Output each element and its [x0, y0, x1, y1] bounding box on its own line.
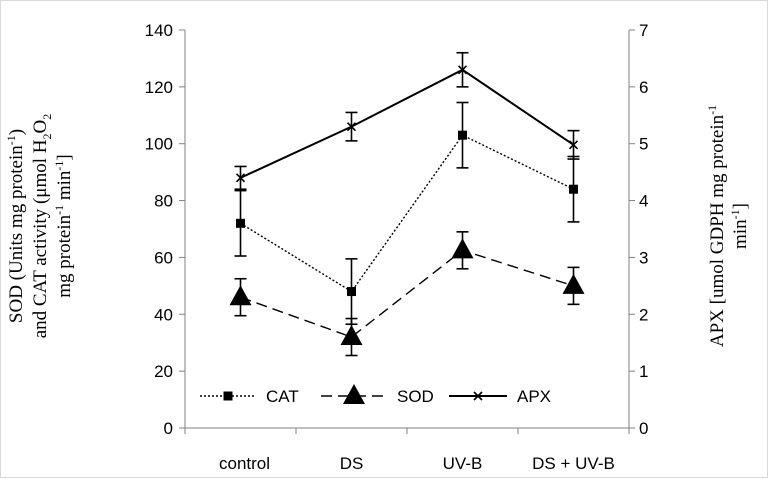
left-tick-label: 120 [145, 78, 173, 97]
legend-marker-sod [343, 384, 365, 404]
legend-label-sod: SOD [397, 387, 434, 406]
series-line-apx [240, 68, 575, 179]
point-apx [457, 65, 468, 75]
left-tick-label: 60 [154, 248, 173, 267]
legend-marker-apx [473, 391, 483, 401]
left-axis-title-line1: SOD (Units mg protein-1) [4, 129, 27, 323]
point-sod [451, 238, 474, 259]
legend: CAT SOD APX [196, 381, 605, 411]
right-tick-label: 4 [639, 192, 648, 211]
point-cat [569, 184, 578, 194]
point-apx [568, 140, 579, 150]
left-tick-label: 100 [145, 135, 173, 154]
series-layer [229, 51, 585, 357]
point-apx [235, 173, 246, 183]
right-tick-label: 6 [639, 78, 648, 97]
left-tick-label: 80 [154, 192, 173, 211]
left-tick-label: 20 [154, 362, 173, 381]
series-sod [229, 231, 585, 357]
right-tick-label: 2 [639, 305, 648, 324]
legend-label-cat: CAT [266, 387, 299, 406]
legend-marker-cat [223, 391, 233, 401]
right-axis-title-line2: min-1] [728, 203, 751, 249]
legend-background [196, 381, 605, 411]
right-tick-label: 1 [639, 362, 648, 381]
point-cat [458, 130, 467, 140]
series-line-sod [240, 249, 574, 338]
series-line-cat [240, 134, 574, 293]
right-tick-label: 5 [639, 135, 648, 154]
x-tick-label: DS + UV-B [532, 454, 615, 473]
point-apx [346, 122, 357, 132]
x-tick-label: UV-B [443, 454, 483, 473]
legend-label-apx: APX [517, 387, 551, 406]
point-sod [229, 285, 252, 306]
series-apx [234, 51, 580, 190]
right-tick-label: 0 [639, 419, 648, 438]
left-axis-title-line3: mg protein-1 min-1] [52, 154, 75, 298]
right-axis-title-line1: APX [umol GDPH mg protein-1 [705, 105, 728, 347]
point-sod [562, 273, 585, 294]
axis-titles: SOD (Units mg protein-1) and CAT activit… [4, 105, 751, 347]
x-tick-label: control [219, 454, 270, 473]
right-tick-label: 7 [639, 21, 648, 40]
x-tick-label: DS [340, 454, 364, 473]
point-cat [236, 218, 245, 228]
point-sod [340, 325, 363, 346]
point-cat [347, 287, 356, 297]
right-tick-label: 3 [639, 248, 648, 267]
left-tick-label: 0 [164, 419, 173, 438]
left-tick-label: 40 [154, 305, 173, 324]
left-axis-title-line2: and CAT activity (μmol H2O2 [30, 114, 54, 339]
series-cat [234, 101, 580, 326]
left-tick-label: 140 [145, 21, 173, 40]
axes: 0 20 40 60 80 100 120 140 0 1 2 3 4 5 6 7 control DS UV-B D… [145, 21, 649, 473]
